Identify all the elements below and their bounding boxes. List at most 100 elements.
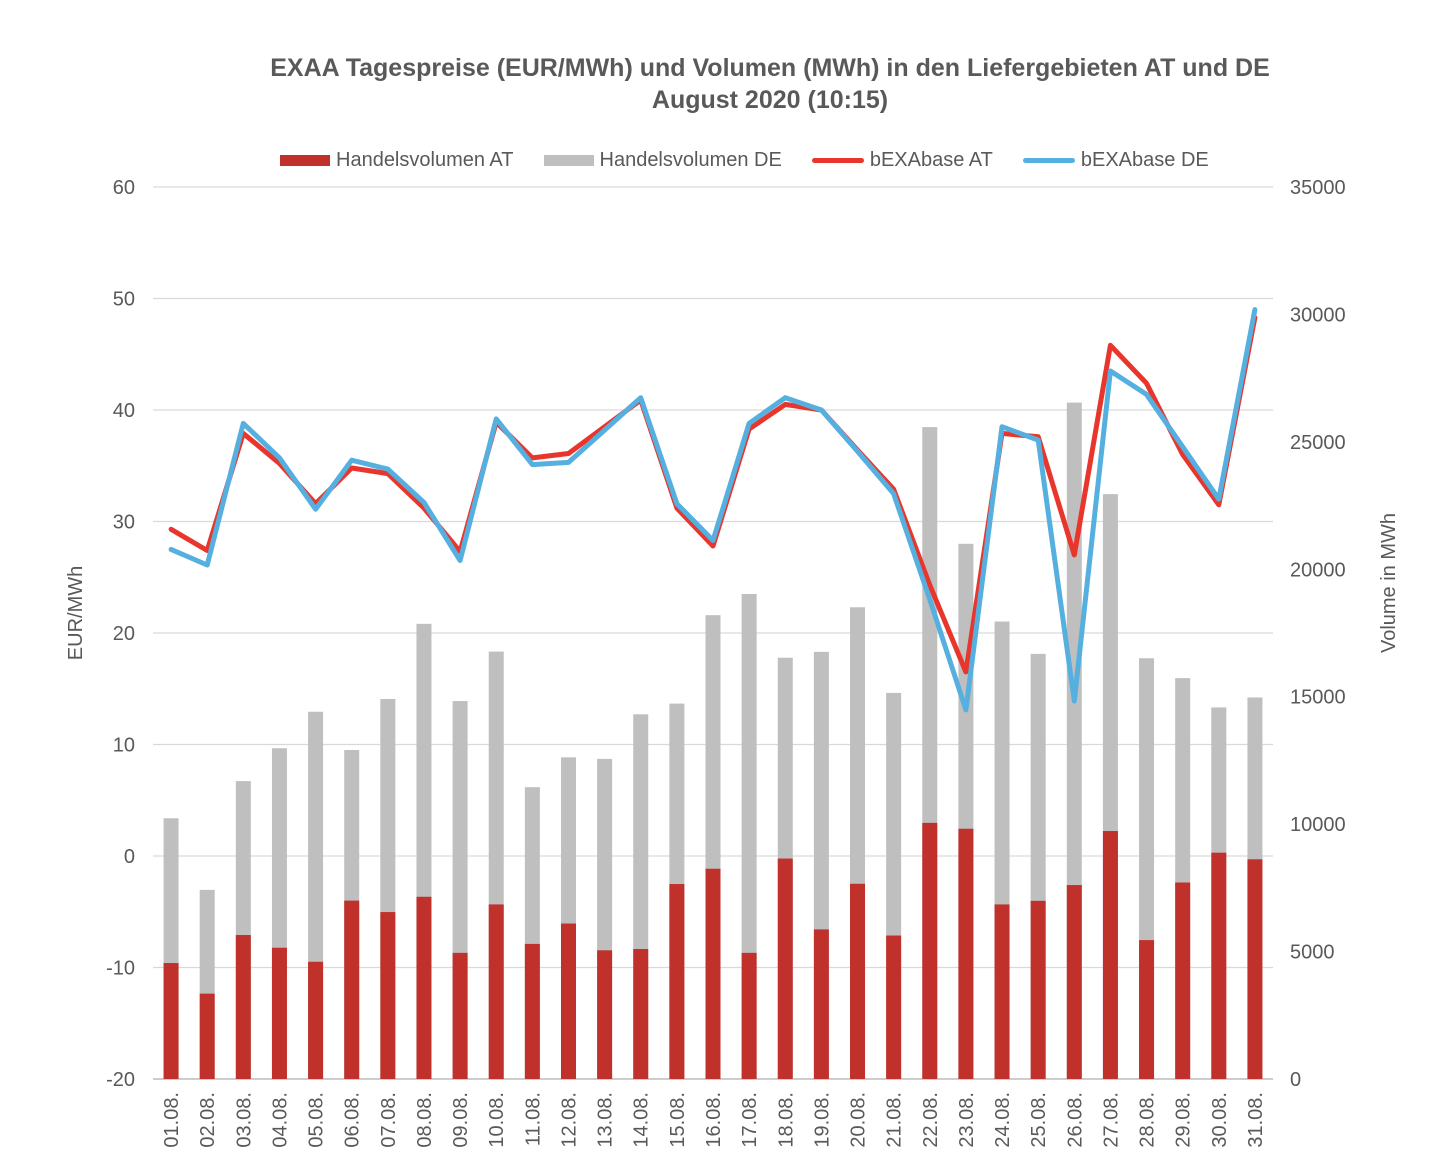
bar-handelsvolumen-at — [1030, 900, 1046, 1079]
y2-tick-label: 35000 — [1290, 177, 1346, 199]
bar-handelsvolumen-at — [199, 993, 215, 1079]
y-axis-right-ticks: 35000 30000 25000 20000 15000 10000 5000 0 — [1290, 177, 1346, 1091]
x-tick-label: 18.08. — [775, 1092, 797, 1148]
x-tick-label: 16.08. — [703, 1092, 725, 1148]
bar-handelsvolumen-at — [633, 949, 649, 1079]
legend-label-bexabase-de: bEXAbase DE — [1080, 148, 1209, 171]
bar-handelsvolumen-at — [597, 950, 613, 1079]
x-tick-label: 19.08. — [811, 1092, 833, 1148]
x-tick-label: 20.08. — [848, 1092, 870, 1148]
x-tick-label: 29.08. — [1173, 1092, 1195, 1148]
x-tick-label: 24.08. — [992, 1092, 1014, 1148]
x-tick-label: 14.08. — [631, 1092, 653, 1148]
x-tick-label: 28.08. — [1137, 1092, 1159, 1148]
x-tick-label: 30.08. — [1209, 1092, 1231, 1148]
x-tick-label: 22.08. — [920, 1092, 942, 1148]
x-tick-label: 02.08. — [197, 1092, 219, 1148]
x-tick-label: 09.08. — [450, 1092, 472, 1148]
legend-item-handelsvolumen-at: Handelsvolumen AT — [280, 149, 514, 172]
legend-item-handelsvolumen-de: Handelsvolumen DE — [543, 148, 782, 172]
y-axis-left-ticks: 60 50 40 30 20 10 0 -10 -20 — [106, 177, 135, 1091]
x-tick-label: 05.08. — [306, 1092, 328, 1148]
legend-swatch-handelsvolumen-at — [280, 154, 330, 166]
y-tick-label: 40 — [113, 400, 135, 422]
bar-handelsvolumen-at — [1175, 882, 1191, 1079]
bar-handelsvolumen-at — [452, 952, 468, 1079]
bar-handelsvolumen-at — [488, 904, 504, 1079]
y-tick-label: -20 — [106, 1069, 135, 1091]
x-tick-label: 23.08. — [956, 1092, 978, 1148]
legend-swatch-handelsvolumen-de — [543, 154, 594, 166]
x-tick-label: 10.08. — [486, 1092, 508, 1148]
y2-tick-label: 25000 — [1290, 432, 1346, 454]
bar-handelsvolumen-at — [994, 904, 1010, 1079]
x-tick-label: 21.08. — [884, 1092, 906, 1148]
x-tick-label: 15.08. — [667, 1092, 689, 1148]
x-tick-label: 08.08. — [414, 1092, 436, 1148]
chart-subtitle: August 2020 (10:15) — [651, 86, 889, 114]
y2-tick-label: 0 — [1290, 1069, 1301, 1091]
x-tick-label: 13.08. — [595, 1092, 617, 1148]
bar-handelsvolumen-at — [958, 828, 974, 1079]
x-tick-label: 03.08. — [233, 1092, 255, 1148]
y2-tick-label: 15000 — [1290, 687, 1346, 709]
bar-handelsvolumen-at — [308, 961, 324, 1079]
x-tick-label: 11.08. — [522, 1092, 544, 1146]
chart-title-block: EXAA Tagespreise (EUR/MWh) und Volumen (… — [0, 52, 1440, 116]
x-tick-label: 06.08. — [342, 1092, 364, 1148]
bar-handelsvolumen-at — [1139, 940, 1155, 1079]
bar-handelsvolumen-at — [813, 929, 829, 1079]
y-tick-label: 60 — [113, 177, 135, 199]
bar-handelsvolumen-at — [235, 935, 251, 1079]
y2-tick-label: 20000 — [1290, 559, 1346, 581]
chart-legend: Handelsvolumen AT Handelsvolumen DE bEXA… — [280, 146, 1239, 174]
legend-label-handelsvolumen-at: Handelsvolumen AT — [336, 148, 514, 171]
bar-handelsvolumen-at — [922, 822, 938, 1079]
y-tick-label: -10 — [106, 958, 135, 980]
bar-handelsvolumen-at — [1102, 831, 1118, 1079]
bar-handelsvolumen-at — [886, 935, 902, 1079]
y-axis-left-title: EUR/MWh — [65, 566, 87, 660]
y-tick-label: 10 — [113, 735, 135, 757]
bar-handelsvolumen-at — [741, 952, 757, 1079]
bar-handelsvolumen-at — [1211, 852, 1227, 1079]
line-bexabase-at — [168, 315, 1258, 675]
x-tick-label: 17.08. — [739, 1092, 761, 1148]
bar-handelsvolumen-at — [163, 963, 179, 1079]
x-tick-label: 01.08. — [161, 1092, 183, 1148]
bar-handelsvolumen-at — [1247, 859, 1263, 1079]
legend-swatch-bexabase-at — [811, 157, 864, 163]
chart-title: EXAA Tagespreise (EUR/MWh) und Volumen (… — [270, 54, 1270, 82]
x-tick-label: 27.08. — [1100, 1092, 1122, 1148]
x-tick-label: 12.08. — [558, 1092, 580, 1148]
bar-handelsvolumen-at — [850, 883, 866, 1079]
bar-handelsvolumen-at — [1066, 885, 1082, 1079]
bar-series — [163, 402, 1263, 1079]
legend-swatch-bexabase-de — [1022, 157, 1075, 163]
y2-tick-label: 10000 — [1290, 814, 1346, 836]
bar-handelsvolumen-at — [777, 858, 793, 1079]
legend-item-bexabase-at: bEXAbase AT — [811, 148, 993, 172]
bar-handelsvolumen-at — [705, 868, 721, 1079]
y-tick-label: 20 — [113, 623, 135, 645]
y-axis-right-title: Volume in MWh — [1378, 513, 1400, 653]
bar-handelsvolumen-at — [524, 943, 540, 1079]
legend-label-bexabase-at: bEXAbase AT — [869, 148, 993, 171]
x-tick-label: 26.08. — [1064, 1092, 1086, 1148]
x-tick-label: 04.08. — [269, 1092, 291, 1148]
legend-label-handelsvolumen-de: Handelsvolumen DE — [599, 148, 782, 171]
y2-tick-label: 5000 — [1290, 942, 1335, 964]
x-axis-ticks: 01.08. 02.08. 03.08. 04.08. 05.08. 06.08. 07.0… — [161, 1092, 1267, 1148]
bar-handelsvolumen-at — [416, 896, 432, 1079]
line-bexabase-de — [168, 307, 1258, 713]
bar-handelsvolumen-at — [560, 923, 576, 1079]
y-tick-label: 0 — [124, 846, 135, 868]
y-tick-label: 30 — [113, 512, 135, 534]
y2-tick-label: 30000 — [1290, 304, 1346, 326]
bar-handelsvolumen-at — [669, 884, 685, 1079]
bar-handelsvolumen-at — [271, 947, 287, 1079]
legend-item-bexabase-de: bEXAbase DE — [1022, 148, 1209, 172]
line-series — [168, 307, 1258, 713]
x-tick-label: 07.08. — [378, 1092, 400, 1148]
